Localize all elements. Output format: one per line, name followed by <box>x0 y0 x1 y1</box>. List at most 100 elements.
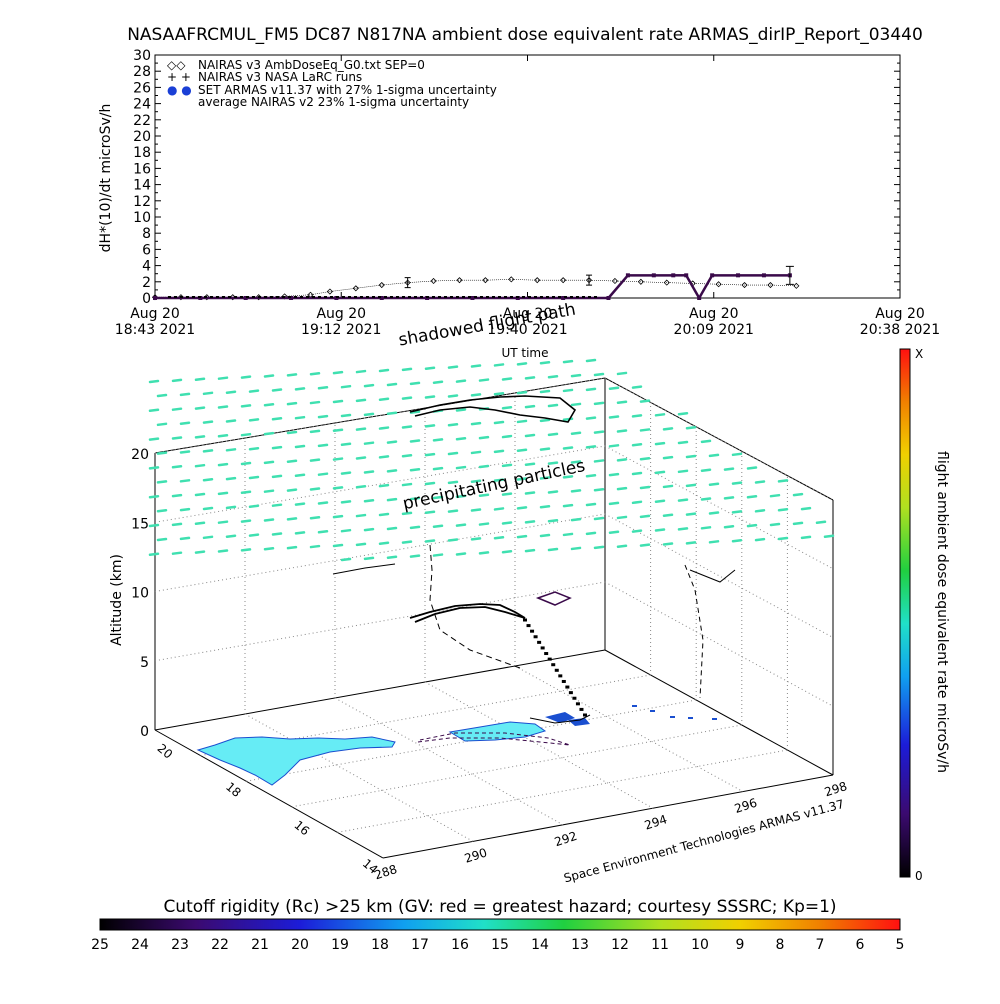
bottom-colorbar-tick: 16 <box>451 937 469 953</box>
particle-mark <box>401 367 413 372</box>
top-x-tick-date: Aug 20 <box>503 306 553 322</box>
particle-mark <box>317 501 329 505</box>
particle-mark <box>470 450 482 455</box>
particle-mark <box>317 530 329 534</box>
particle-mark <box>317 443 329 448</box>
particle-mark <box>148 552 160 557</box>
nairas-v3-point <box>715 281 722 288</box>
particle-mark <box>585 473 597 478</box>
precipitating-particles-field <box>148 358 835 562</box>
particle-mark <box>539 476 551 480</box>
particle-mark <box>593 487 605 492</box>
particle-mark <box>294 444 306 449</box>
particle-mark <box>493 420 505 425</box>
particle-mark <box>478 464 490 469</box>
top-y-tick-label: 10 <box>133 210 151 226</box>
particle-mark <box>593 401 605 406</box>
particle-mark <box>271 417 283 421</box>
armas-point <box>289 296 294 300</box>
particle-mark <box>493 478 505 482</box>
particle-mark <box>378 512 390 517</box>
particle-mark <box>424 424 436 428</box>
particle-mark <box>562 532 574 537</box>
particle-mark <box>547 461 559 465</box>
particle-mark <box>470 421 482 426</box>
particle-mark <box>547 432 559 437</box>
particle-mark <box>171 378 183 383</box>
particle-mark <box>424 366 436 371</box>
descent-dots <box>523 618 717 720</box>
descent-dot <box>544 652 549 656</box>
right-colorbar-bottom-label: 0 <box>915 869 923 883</box>
particle-mark <box>685 541 697 545</box>
particle-mark <box>156 393 168 398</box>
nairas-v3-point <box>352 285 359 292</box>
particle-mark <box>685 512 697 516</box>
particle-mark <box>148 408 160 413</box>
particle-mark <box>455 379 467 383</box>
particle-mark <box>378 426 390 430</box>
particle-mark <box>447 538 459 542</box>
particle-mark <box>493 535 505 540</box>
particle-mark <box>248 533 260 537</box>
land-map <box>196 712 590 786</box>
particle-mark <box>217 491 229 496</box>
particle-mark <box>248 475 260 480</box>
particle-mark <box>156 422 168 427</box>
land-mass-left <box>196 736 396 786</box>
particle-mark <box>746 466 758 470</box>
particle-mark <box>355 456 367 460</box>
particle-mark <box>378 541 390 546</box>
longitude-tick-label: 294 <box>643 812 669 832</box>
particle-mark <box>271 388 283 392</box>
legend-label-2: SET ARMAS v11.37 with 27% 1-sigma uncert… <box>198 83 497 97</box>
particle-mark <box>432 553 444 557</box>
grid-floor-b <box>337 749 788 833</box>
particle-mark <box>539 360 551 365</box>
track-top-projection <box>409 395 577 423</box>
particle-mark <box>340 500 352 504</box>
particle-mark <box>386 469 398 473</box>
particle-mark <box>547 374 559 379</box>
particle-mark <box>746 495 758 499</box>
particle-mark <box>731 538 743 543</box>
particle-mark <box>386 440 398 444</box>
particle-mark <box>225 534 237 538</box>
particle-mark <box>608 501 620 506</box>
particle-mark <box>432 466 444 471</box>
altitude-tick-label: 0 <box>140 724 149 740</box>
particle-mark <box>562 446 574 450</box>
particle-mark <box>723 467 735 471</box>
particle-mark <box>570 517 582 522</box>
land-mass-center <box>448 721 547 742</box>
descent-dot <box>554 668 559 672</box>
bottom-colorbar-tick: 6 <box>856 937 865 953</box>
track-ground-dashed <box>417 732 571 746</box>
particle-mark <box>240 375 252 379</box>
particle-mark <box>455 523 467 527</box>
particle-mark <box>240 461 252 466</box>
particle-mark <box>524 520 536 524</box>
particle-mark <box>401 454 413 458</box>
nairas-v3-point <box>508 276 515 283</box>
particle-mark <box>493 391 505 396</box>
particle-mark <box>378 455 390 459</box>
descent-dot <box>526 624 531 628</box>
particle-mark <box>516 534 528 539</box>
legend-label-3: average NAIRAS v2 23% 1-sigma uncertaint… <box>198 95 469 109</box>
particle-mark <box>294 502 306 506</box>
top-legend: ◇◇ NAIRAS v3 AmbDoseEq_G0.txt SEP=0 + + … <box>167 58 497 109</box>
top-y-tick-label: 0 <box>142 291 151 307</box>
descent-dot <box>530 629 535 633</box>
particle-mark <box>148 523 160 528</box>
nairas-error-bar <box>586 274 593 286</box>
particle-mark <box>478 551 490 555</box>
particle-mark <box>524 376 536 380</box>
particle-mark <box>409 468 421 472</box>
top-x-axis-label: UT time <box>501 346 548 360</box>
descent-dot <box>561 679 566 683</box>
particle-mark <box>340 471 352 475</box>
latitude-tick-label: 20 <box>155 741 176 762</box>
